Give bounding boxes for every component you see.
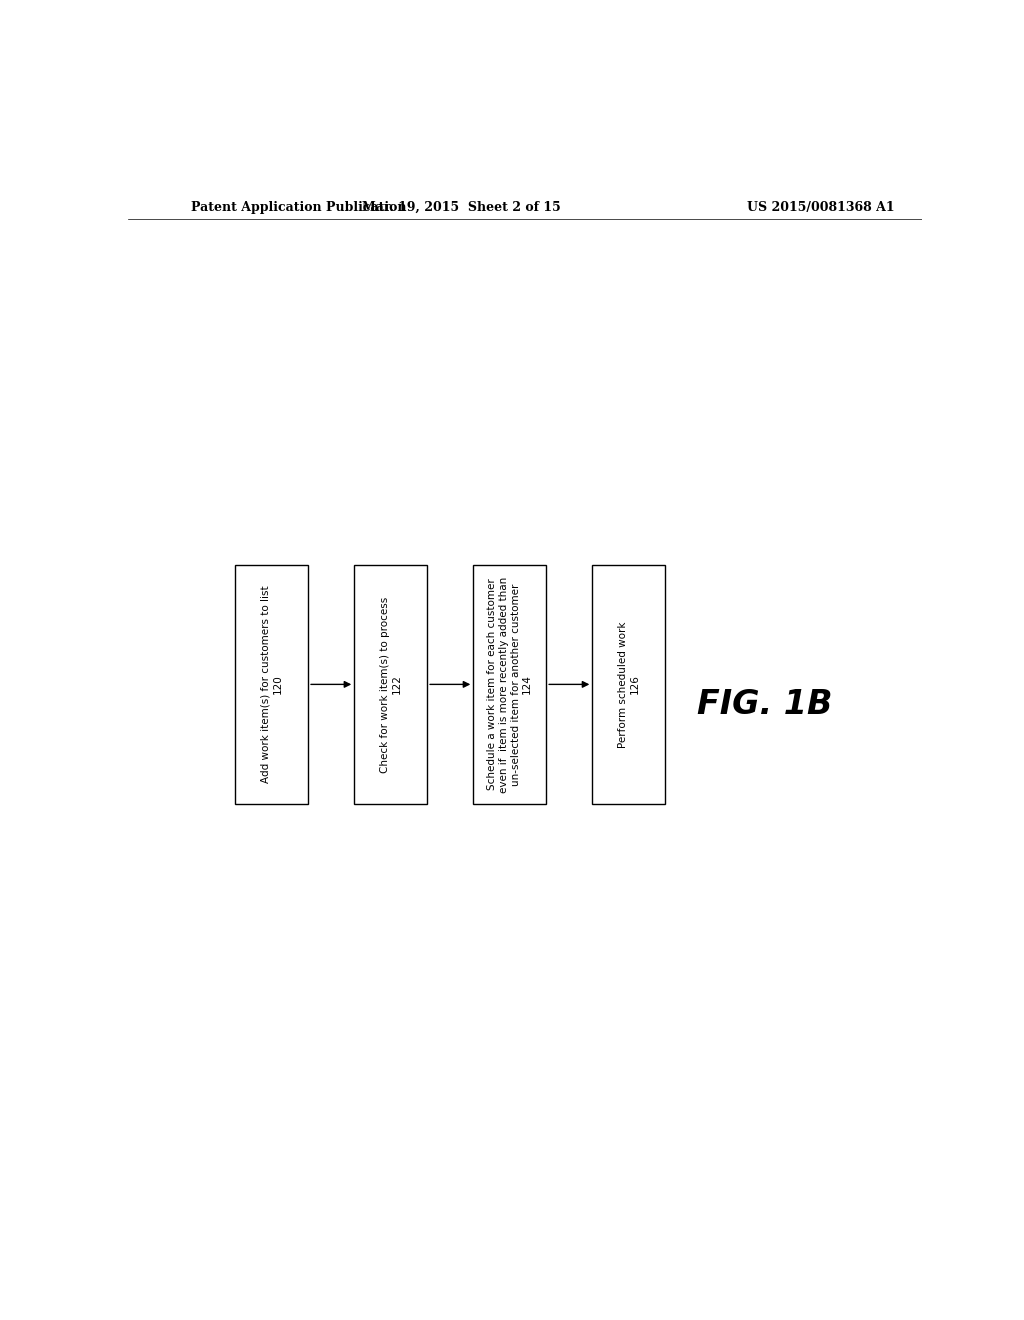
Text: FIG. 1B: FIG. 1B [697, 688, 833, 721]
Text: Check for work item(s) to process
122: Check for work item(s) to process 122 [380, 597, 401, 772]
Text: Schedule a work item for each customer
even if  item is more recently added than: Schedule a work item for each customer e… [487, 577, 532, 792]
Text: Add work item(s) for customers to list
120: Add work item(s) for customers to list 1… [261, 586, 283, 783]
Bar [592, 565, 666, 804]
Bar [473, 565, 546, 804]
Text: Perform scheduled work
126: Perform scheduled work 126 [617, 622, 640, 747]
Bar [354, 565, 427, 804]
Text: Mar. 19, 2015  Sheet 2 of 15: Mar. 19, 2015 Sheet 2 of 15 [361, 201, 561, 214]
Text: Patent Application Publication: Patent Application Publication [191, 201, 407, 214]
Text: US 2015/0081368 A1: US 2015/0081368 A1 [748, 201, 895, 214]
Bar [236, 565, 308, 804]
